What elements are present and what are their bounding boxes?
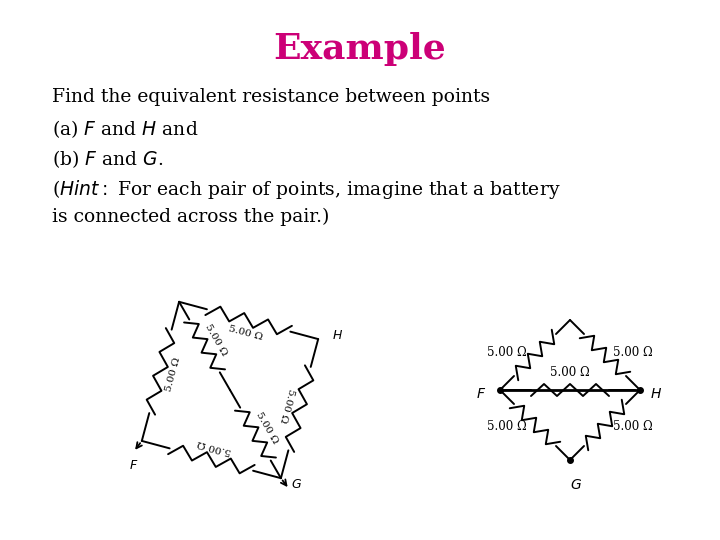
Text: is connected across the pair.): is connected across the pair.) xyxy=(52,208,329,226)
Text: Find the equivalent resistance between points: Find the equivalent resistance between p… xyxy=(52,88,490,106)
Text: 5.00 Ω: 5.00 Ω xyxy=(487,421,527,434)
Text: 5.00 Ω: 5.00 Ω xyxy=(228,324,264,342)
Text: $F$: $F$ xyxy=(476,387,486,401)
Text: $G$: $G$ xyxy=(291,478,302,491)
Text: $F$: $F$ xyxy=(129,459,138,472)
Text: 5.00 Ω: 5.00 Ω xyxy=(550,366,590,379)
Text: (b) $F$ and $G$.: (b) $F$ and $G$. xyxy=(52,148,163,170)
Text: 5.00 Ω: 5.00 Ω xyxy=(613,347,653,360)
Text: 5.00 Ω: 5.00 Ω xyxy=(278,387,296,423)
Text: 5.00 Ω: 5.00 Ω xyxy=(487,347,527,360)
Text: $H$: $H$ xyxy=(650,387,662,401)
Text: 5.00 Ω: 5.00 Ω xyxy=(197,438,233,456)
Text: 5.00 Ω: 5.00 Ω xyxy=(613,421,653,434)
Text: 5.00 Ω: 5.00 Ω xyxy=(164,356,182,393)
Text: $G$: $G$ xyxy=(570,478,582,492)
Text: (a) $F$ and $H$ and: (a) $F$ and $H$ and xyxy=(52,118,199,140)
Text: 5.00 Ω: 5.00 Ω xyxy=(254,410,279,445)
Text: Example: Example xyxy=(274,32,446,66)
Text: 5.00 Ω: 5.00 Ω xyxy=(203,322,228,357)
Text: ($\mathit{Hint:}$ For each pair of points, imagine that a battery: ($\mathit{Hint:}$ For each pair of point… xyxy=(52,178,561,201)
Text: $H$: $H$ xyxy=(332,328,343,342)
